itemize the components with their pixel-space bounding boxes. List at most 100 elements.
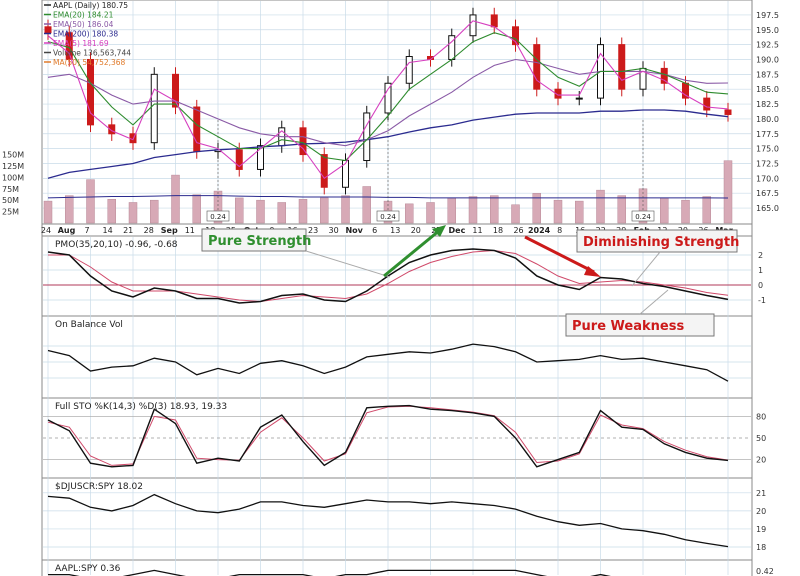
price-tick-label: 167.5	[756, 189, 779, 198]
diminishing-strength-arrow	[524, 235, 595, 274]
volume-bar	[277, 202, 286, 224]
volume-tick-label: 50M	[2, 196, 19, 205]
price-tick-label: 192.5	[756, 41, 779, 50]
volume-bar	[86, 179, 95, 224]
sto-k-line	[47, 404, 729, 468]
volume-bar	[723, 160, 733, 224]
date-tick-label: 13	[390, 226, 400, 235]
ratio-line	[48, 569, 611, 576]
price-tick-label: 172.5	[756, 159, 779, 168]
volume-bars: 0.24 0.24 0.24	[43, 120, 733, 224]
date-tick-label: 11	[185, 226, 195, 235]
diminishing-strength-arrowhead	[584, 266, 601, 277]
volume-bar	[596, 189, 605, 224]
pure-weakness-label: Pure Weakness	[572, 319, 684, 334]
candle-body	[299, 127, 307, 156]
candle-body	[469, 14, 477, 37]
obv-title: On Balance Vol	[55, 320, 123, 330]
date-tick-label: 21	[123, 226, 133, 235]
volume-bar	[490, 195, 499, 224]
ratio-panel-frame	[41, 559, 753, 576]
candle-body	[384, 82, 392, 114]
sto-tick-label: 80	[756, 412, 766, 421]
candle-body	[490, 14, 498, 28]
volume-bar	[553, 199, 563, 224]
date-tick-label: Nov	[345, 226, 363, 235]
volume-tick-label: 25M	[2, 208, 19, 217]
volume-bar	[128, 202, 138, 224]
volume-callout-label: 0.24	[380, 213, 396, 221]
price-tick-label: 185.0	[756, 85, 779, 94]
date-tick-label: Dec	[449, 226, 466, 235]
date-tick-label: 24	[41, 226, 51, 235]
volume-bar	[468, 196, 478, 224]
volume-tick-label: 125M	[2, 162, 24, 171]
breadth-line	[47, 493, 729, 548]
breadth-tick-label: 19	[756, 525, 766, 534]
pmo-tick-label: 2	[758, 251, 763, 260]
price-tick-label: 182.5	[756, 100, 779, 109]
date-tick-label: Sep	[161, 226, 178, 235]
breadth-tick-label: 21	[756, 489, 766, 498]
date-tick-label: 30	[329, 226, 339, 235]
ema5-line	[47, 20, 729, 180]
date-tick-label: 20	[411, 226, 421, 235]
volume-bar	[532, 193, 541, 224]
ratio-title: AAPL:SPY 0.36	[55, 564, 121, 574]
pure-strength-arrowhead	[432, 225, 446, 237]
volume-callout-label: 0.24	[210, 213, 226, 221]
volume-bar	[702, 196, 711, 224]
diminishing-strength-pointer	[631, 251, 661, 287]
date-tick-label: 18	[493, 226, 503, 235]
volume-bar	[362, 186, 371, 224]
candle-body	[703, 97, 711, 111]
volume-tick-label: 100M	[2, 173, 24, 182]
volume-bar	[107, 199, 116, 224]
legend-entry: EMA(50) 186.04	[53, 20, 114, 29]
pure-weakness-annotation: Pure Weakness	[565, 289, 715, 337]
diminishing-strength-box	[576, 229, 738, 253]
pure-strength-arrow	[383, 228, 441, 278]
candle-body	[575, 97, 583, 100]
moving-average-lines	[47, 20, 729, 180]
volume-bar	[298, 199, 308, 224]
candle-body	[235, 149, 243, 170]
ratio-tick-label: 0.42	[756, 567, 774, 576]
ema200-line	[47, 109, 729, 179]
pure-strength-box	[201, 228, 307, 252]
date-tick-label: 28	[144, 226, 154, 235]
sto-title: Full STO %K(14,3) %D(3) 18.93, 19.33	[55, 402, 227, 412]
price-tick-label: 177.5	[756, 130, 779, 139]
volume-bar	[256, 199, 265, 224]
volume-bar	[235, 197, 244, 224]
volume-bar	[617, 195, 626, 224]
date-tick-label: Aug	[58, 226, 76, 235]
pure-strength-label: Pure Strength	[208, 234, 311, 249]
volume-bar	[171, 174, 180, 224]
candle-body	[533, 44, 541, 90]
price-tick-label: 187.5	[756, 70, 779, 79]
price-tick-label: 197.5	[756, 11, 779, 20]
volume-bar	[213, 190, 223, 224]
legend-entry: EMA(20) 184.21	[53, 11, 114, 20]
date-tick-label: 6	[372, 226, 377, 235]
volume-bar	[447, 197, 456, 224]
candle-body	[405, 56, 413, 84]
candle-body	[150, 73, 158, 144]
price-tick-label: 190.0	[756, 55, 779, 64]
volume-bar	[575, 200, 584, 224]
pmo-title: PMO(35,20,10) -0.96, -0.68	[55, 240, 178, 250]
price-tick-label: 170.0	[756, 174, 779, 183]
pure-strength-annotation: Pure Strength	[201, 225, 446, 278]
date-tick-label: 11	[472, 226, 482, 235]
price-candles	[44, 7, 732, 195]
date-tick-label: 14	[103, 226, 113, 235]
volume-tick-label: 75M	[2, 185, 19, 194]
price-tick-label: 165.0	[756, 204, 779, 213]
date-tick-label: 26	[513, 226, 523, 235]
volume-bar	[426, 202, 435, 224]
date-tick-label: 23	[308, 226, 318, 235]
volume-bar	[192, 194, 201, 224]
breadth-tick-label: 20	[756, 507, 766, 516]
